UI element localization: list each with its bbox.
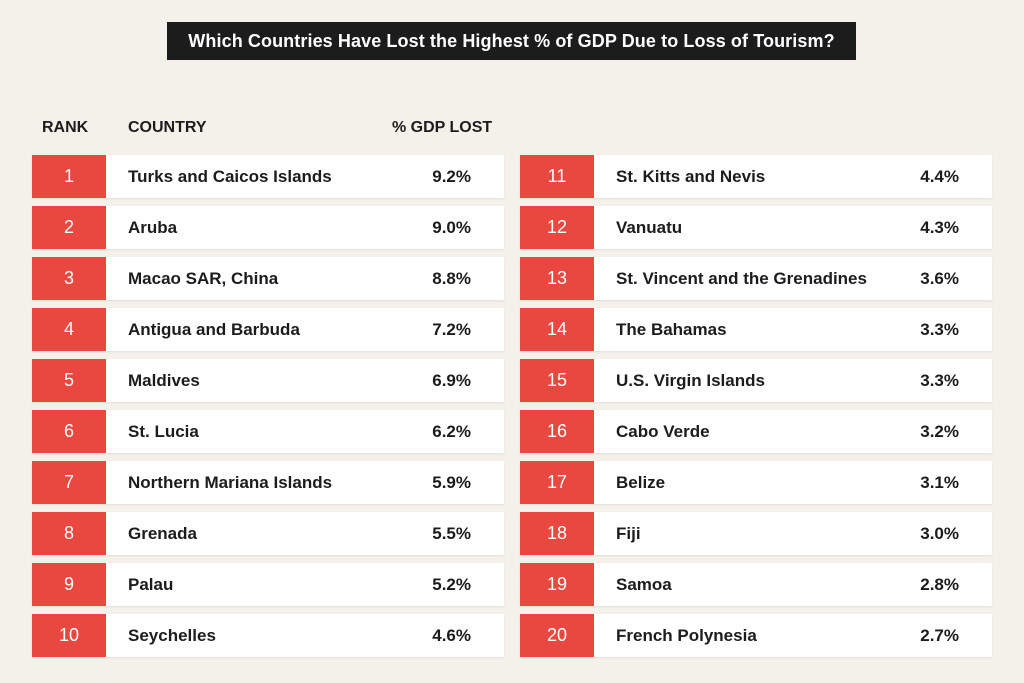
table-row: 6 St. Lucia 6.2%	[32, 410, 504, 453]
table-row: 12 Vanuatu 4.3%	[520, 206, 992, 249]
gdp-lost-cell: 8.8%	[432, 268, 471, 288]
rank-cell: 15	[520, 359, 594, 402]
rank-cell: 11	[520, 155, 594, 198]
gdp-lost-cell: 7.2%	[432, 319, 471, 339]
table-row: 13 St. Vincent and the Grenadines 3.6%	[520, 257, 992, 300]
rank-cell: 9	[32, 563, 106, 606]
country-cell: Palau	[128, 574, 174, 594]
rank-cell: 12	[520, 206, 594, 249]
gdp-lost-cell: 2.8%	[920, 574, 959, 594]
table-row: 10 Seychelles 4.6%	[32, 614, 504, 657]
header-rank: RANK	[42, 119, 89, 136]
gdp-lost-cell: 3.0%	[920, 523, 959, 543]
gdp-lost-cell: 6.2%	[432, 421, 471, 441]
country-cell: Vanuatu	[616, 217, 683, 237]
gdp-lost-cell: 6.9%	[432, 370, 471, 390]
table-row: 11 St. Kitts and Nevis 4.4%	[520, 155, 992, 198]
table-row: 8 Grenada 5.5%	[32, 512, 504, 555]
country-cell: Antigua and Barbuda	[128, 319, 300, 339]
gdp-lost-cell: 4.6%	[432, 625, 471, 645]
table-row: 15 U.S. Virgin Islands 3.3%	[520, 359, 992, 402]
gdp-lost-cell: 4.4%	[920, 166, 959, 186]
table-row: 5 Maldives 6.9%	[32, 359, 504, 402]
country-cell: Macao SAR, China	[128, 268, 279, 288]
country-cell: Samoa	[616, 574, 672, 594]
country-cell: The Bahamas	[616, 319, 727, 339]
gdp-lost-cell: 9.0%	[432, 217, 471, 237]
country-cell: Aruba	[128, 217, 178, 237]
rank-cell: 10	[32, 614, 106, 657]
country-cell: U.S. Virgin Islands	[616, 370, 765, 390]
country-cell: St. Vincent and the Grenadines	[616, 268, 867, 288]
gdp-lost-cell: 5.9%	[432, 472, 471, 492]
gdp-lost-cell: 4.3%	[920, 217, 959, 237]
rank-cell: 7	[32, 461, 106, 504]
gdp-lost-cell: 3.1%	[920, 472, 959, 492]
header-country: COUNTRY	[128, 119, 207, 136]
country-cell: Fiji	[616, 523, 641, 543]
rank-cell: 2	[32, 206, 106, 249]
rank-cell: 1	[32, 155, 106, 198]
rank-cell: 4	[32, 308, 106, 351]
gdp-lost-cell: 9.2%	[432, 166, 471, 186]
gdp-lost-cell: 5.2%	[432, 574, 471, 594]
table-row: 4 Antigua and Barbuda 7.2%	[32, 308, 504, 351]
gdp-lost-cell: 2.7%	[920, 625, 959, 645]
table-row: 9 Palau 5.2%	[32, 563, 504, 606]
table-column-right: 11 St. Kitts and Nevis 4.4% 12 Vanuatu 4.3% 13…	[520, 155, 992, 665]
table-row: 7 Northern Mariana Islands 5.9%	[32, 461, 504, 504]
country-cell: Northern Mariana Islands	[128, 472, 333, 492]
rank-cell: 20	[520, 614, 594, 657]
chart-title: Which Countries Have Lost the Highest % …	[167, 22, 856, 60]
rank-cell: 17	[520, 461, 594, 504]
country-cell: St. Kitts and Nevis	[616, 166, 766, 186]
table-row: 1 Turks and Caicos Islands 9.2%	[32, 155, 504, 198]
country-cell: Maldives	[128, 370, 200, 390]
header-gdp-lost: % GDP LOST	[392, 119, 493, 136]
table-row: 17 Belize 3.1%	[520, 461, 992, 504]
rank-cell: 3	[32, 257, 106, 300]
table-row: 20 French Polynesia 2.7%	[520, 614, 992, 657]
table-row: 3 Macao SAR, China 8.8%	[32, 257, 504, 300]
gdp-lost-cell: 5.5%	[432, 523, 471, 543]
table-row: 19 Samoa 2.8%	[520, 563, 992, 606]
country-cell: St. Lucia	[128, 421, 199, 441]
rank-cell: 13	[520, 257, 594, 300]
country-cell: Seychelles	[128, 625, 216, 645]
rank-cell: 6	[32, 410, 106, 453]
gdp-lost-cell: 3.2%	[920, 421, 959, 441]
rank-cell: 8	[32, 512, 106, 555]
country-cell: Belize	[616, 472, 666, 492]
table-row: 14 The Bahamas 3.3%	[520, 308, 992, 351]
country-cell: Turks and Caicos Islands	[128, 166, 332, 186]
rank-cell: 18	[520, 512, 594, 555]
table-column-left: 1 Turks and Caicos Islands 9.2% 2 Aruba 9.0% 3…	[32, 155, 504, 665]
gdp-lost-cell: 3.3%	[920, 370, 959, 390]
country-cell: French Polynesia	[616, 625, 757, 645]
rank-cell: 16	[520, 410, 594, 453]
rank-cell: 14	[520, 308, 594, 351]
table-row: 16 Cabo Verde 3.2%	[520, 410, 992, 453]
gdp-lost-cell: 3.3%	[920, 319, 959, 339]
gdp-lost-cell: 3.6%	[920, 268, 959, 288]
table-row: 2 Aruba 9.0%	[32, 206, 504, 249]
rank-cell: 5	[32, 359, 106, 402]
country-cell: Cabo Verde	[616, 421, 710, 441]
table-row: 18 Fiji 3.0%	[520, 512, 992, 555]
country-cell: Grenada	[128, 523, 197, 543]
rank-cell: 19	[520, 563, 594, 606]
